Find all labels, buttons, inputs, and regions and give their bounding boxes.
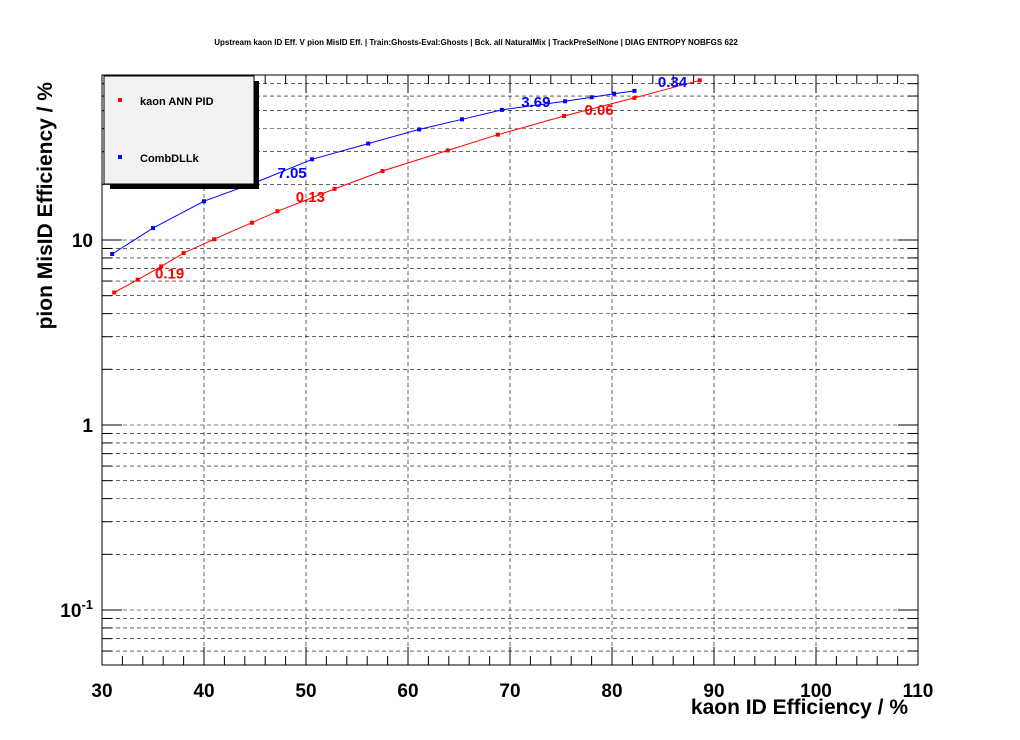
legend-box <box>103 75 255 185</box>
y-axis-title: pion MisID Efficiency / % <box>34 82 57 330</box>
x-tick-label: 30 <box>91 681 112 702</box>
data-point <box>589 95 594 100</box>
data-point <box>151 226 155 231</box>
legend-label-combdllk: CombDLLk <box>140 153 200 165</box>
y-tick-labels: 10-1 1 10 <box>60 231 93 622</box>
data-point <box>612 91 617 96</box>
x-tick-label: 80 <box>601 681 622 702</box>
data-label: 0.06 <box>584 102 613 119</box>
data-point <box>202 199 206 204</box>
data-point <box>310 157 315 162</box>
data-point <box>159 264 164 269</box>
data-label: 3.69 <box>521 94 550 111</box>
x-tick-label: 90 <box>703 681 724 702</box>
data-point <box>632 88 637 93</box>
data-point <box>562 114 567 119</box>
data-point <box>135 277 140 282</box>
data-point <box>181 251 186 256</box>
data-point <box>445 148 450 153</box>
grid <box>102 75 918 665</box>
legend-label-kaon-ann-pid: kaon ANN PID <box>140 96 214 108</box>
data-point <box>495 132 500 137</box>
x-tick-label: 40 <box>193 681 214 702</box>
x-tick-label: 110 <box>903 681 934 702</box>
data-point <box>697 78 702 83</box>
series-line-0 <box>113 79 700 293</box>
x-tick-label: 100 <box>800 681 832 702</box>
data-point <box>380 169 385 174</box>
data-point <box>110 252 115 257</box>
data-point <box>632 95 637 100</box>
x-tick-labels: 30 40 50 60 70 80 90 100 110 <box>91 681 933 702</box>
data-point <box>563 99 568 104</box>
series: 0.19 0.13 0.06 7.05 3.69 0.34 <box>110 74 702 295</box>
data-label: 0.34 <box>658 74 688 91</box>
data-point <box>417 127 422 132</box>
chart-title: Upstream kaon ID Eff. V pion MisID Eff. … <box>214 38 738 47</box>
x-axis-title: kaon ID Efficiency / % <box>691 696 908 719</box>
x-tick-label: 60 <box>397 681 418 702</box>
y-tick-label: 10-1 <box>60 597 93 622</box>
data-point <box>366 141 371 146</box>
data-label: 0.13 <box>296 189 325 206</box>
data-point <box>249 220 254 225</box>
data-point <box>460 117 465 122</box>
data-label: 0.19 <box>155 265 184 282</box>
legend-marker-combdllk <box>118 155 122 159</box>
data-point <box>212 237 217 242</box>
x-tick-label: 70 <box>499 681 520 702</box>
y-tick-label: 1 <box>82 416 93 437</box>
data-point <box>332 186 337 191</box>
y-tick-label: 10 <box>72 231 93 252</box>
legend: kaon ANN PID CombDLLk <box>103 75 259 189</box>
legend-marker-kaon-ann-pid <box>118 98 122 102</box>
data-point <box>112 290 117 295</box>
data-point <box>499 107 504 112</box>
data-point <box>275 209 280 214</box>
data-label: 7.05 <box>277 165 306 182</box>
x-tick-label: 50 <box>295 681 316 702</box>
